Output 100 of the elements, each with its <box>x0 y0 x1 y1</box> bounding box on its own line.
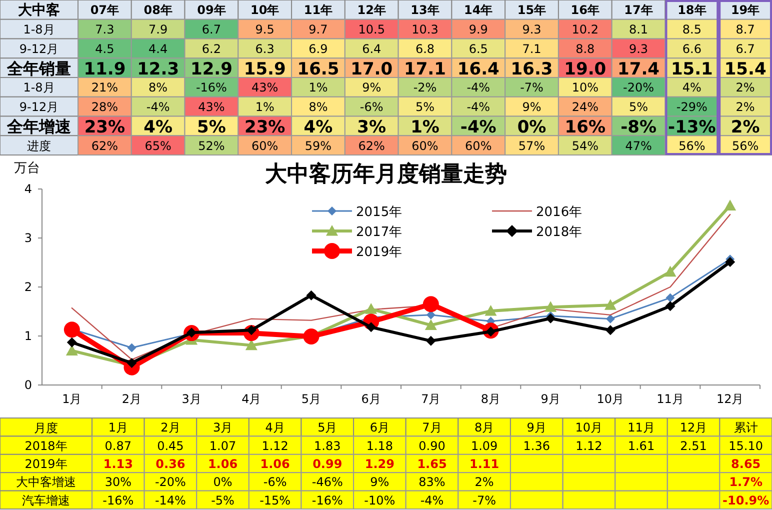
point <box>725 257 736 268</box>
data-label: 9.7 <box>308 22 328 37</box>
data-label: 2% <box>474 475 494 490</box>
data-label: 8.1 <box>628 22 648 37</box>
data-label: 17.1 <box>404 59 446 80</box>
point <box>605 325 616 336</box>
x-tick-label: 17年 <box>624 3 653 18</box>
point <box>64 322 80 338</box>
data-label: 1.07 <box>209 438 236 453</box>
data-label: 65% <box>144 138 172 153</box>
data-label: 2% <box>730 117 760 138</box>
data-label: 3% <box>357 117 386 138</box>
point <box>606 314 615 324</box>
data-label: 4% <box>304 117 333 138</box>
legend-label: 2015年 <box>356 205 402 220</box>
data-label: 60% <box>412 138 438 153</box>
y-tick-label: 进度 <box>27 138 51 153</box>
x-tick-label: 12年 <box>357 3 386 18</box>
data-label: 9.5 <box>255 22 274 37</box>
legend-label: 2016年 <box>536 205 582 220</box>
x-tick-label: 08年 <box>144 3 172 18</box>
point <box>484 305 497 316</box>
x-tick-label: 09年 <box>197 3 226 18</box>
data-label: 83% <box>418 475 446 490</box>
point <box>303 328 320 344</box>
chart-title: 大中客 <box>18 2 60 19</box>
data-label: 19.0 <box>564 59 606 80</box>
legend-label: 2017年 <box>356 225 402 240</box>
x-tick-label: 9月 <box>526 420 546 435</box>
point <box>66 344 78 356</box>
data-label: 57% <box>518 138 546 153</box>
data-label: -5% <box>211 493 234 508</box>
data-label: -4% <box>420 493 444 508</box>
data-label: 5% <box>415 100 435 114</box>
data-label: 47% <box>625 138 652 153</box>
x-tick-label: 13年 <box>410 3 440 18</box>
data-label: 16% <box>564 117 606 138</box>
data-label: 6.2 <box>202 42 222 56</box>
data-label: 52% <box>198 138 225 153</box>
data-label: 56% <box>678 138 706 153</box>
data-label: 6.8 <box>415 42 435 56</box>
data-label: 1.12 <box>576 438 602 453</box>
y-tick-label: 全年增速 <box>6 116 72 136</box>
data-label: 0.45 <box>157 438 184 453</box>
data-label: 2.51 <box>680 438 707 453</box>
data-label: 6.5 <box>468 42 488 56</box>
x-tick-label: 11月 <box>656 392 684 406</box>
data-label: 7.1 <box>522 42 542 56</box>
data-label: 54% <box>572 138 598 153</box>
x-tick-label: 1月 <box>62 392 82 406</box>
data-label: 12.3 <box>137 59 180 80</box>
data-label: 16.4 <box>457 59 500 80</box>
data-label: 0.99 <box>312 457 342 471</box>
data-label: 1.7% <box>729 475 762 490</box>
y-tick-label: 2018年 <box>24 438 68 453</box>
x-tick-label: 10月 <box>575 420 603 435</box>
point <box>66 337 77 348</box>
point <box>544 301 557 312</box>
data-label: 11.9 <box>84 59 126 80</box>
y-tick-label: 汽车增速 <box>22 493 70 508</box>
y-tick-label: 3 <box>24 231 32 245</box>
data-label: 4% <box>144 117 173 138</box>
y-tick-label: 9-12月 <box>19 42 59 56</box>
data-label: -7% <box>472 493 496 508</box>
data-label: 1% <box>255 100 274 114</box>
data-label: -16% <box>102 493 134 508</box>
y-tick-label: 大中客增速 <box>16 475 76 490</box>
data-label: -8% <box>620 117 656 138</box>
y-tick-label: 1-8月 <box>23 80 55 95</box>
data-label: -2% <box>413 80 437 95</box>
data-label: 1.09 <box>470 438 498 453</box>
y-tick-label: 2019年 <box>24 457 68 471</box>
data-label: 2% <box>736 80 755 95</box>
data-label: 9.3 <box>522 22 542 37</box>
data-label: 21% <box>91 80 118 95</box>
data-label: 1.65 <box>417 457 447 471</box>
data-label: 1.36 <box>523 438 550 453</box>
data-label: 7.9 <box>148 22 168 37</box>
x-tick-label: 18年 <box>678 3 706 18</box>
point <box>724 200 736 210</box>
data-label: 6.3 <box>255 42 274 56</box>
data-label: 15.1 <box>670 59 713 80</box>
data-label: 17.4 <box>618 59 660 80</box>
x-tick-label: 14年 <box>464 3 493 18</box>
point <box>666 293 675 302</box>
point <box>366 322 376 332</box>
data-label: 62% <box>358 138 385 153</box>
data-label: 1.18 <box>366 438 394 453</box>
x-tick-label: 4月 <box>242 392 262 406</box>
data-label: 1.13 <box>103 457 133 471</box>
data-label: -10.9% <box>722 493 770 508</box>
x-tick-label: 累计 <box>734 420 758 435</box>
data-label: 9% <box>522 100 542 114</box>
data-label: -20% <box>154 475 186 490</box>
data-label: 0% <box>517 117 546 138</box>
point <box>665 301 676 312</box>
data-label: 9% <box>370 475 390 490</box>
x-tick-label: 6月 <box>370 420 390 435</box>
data-label: 0.87 <box>104 438 132 453</box>
data-label: 6.4 <box>362 42 382 56</box>
